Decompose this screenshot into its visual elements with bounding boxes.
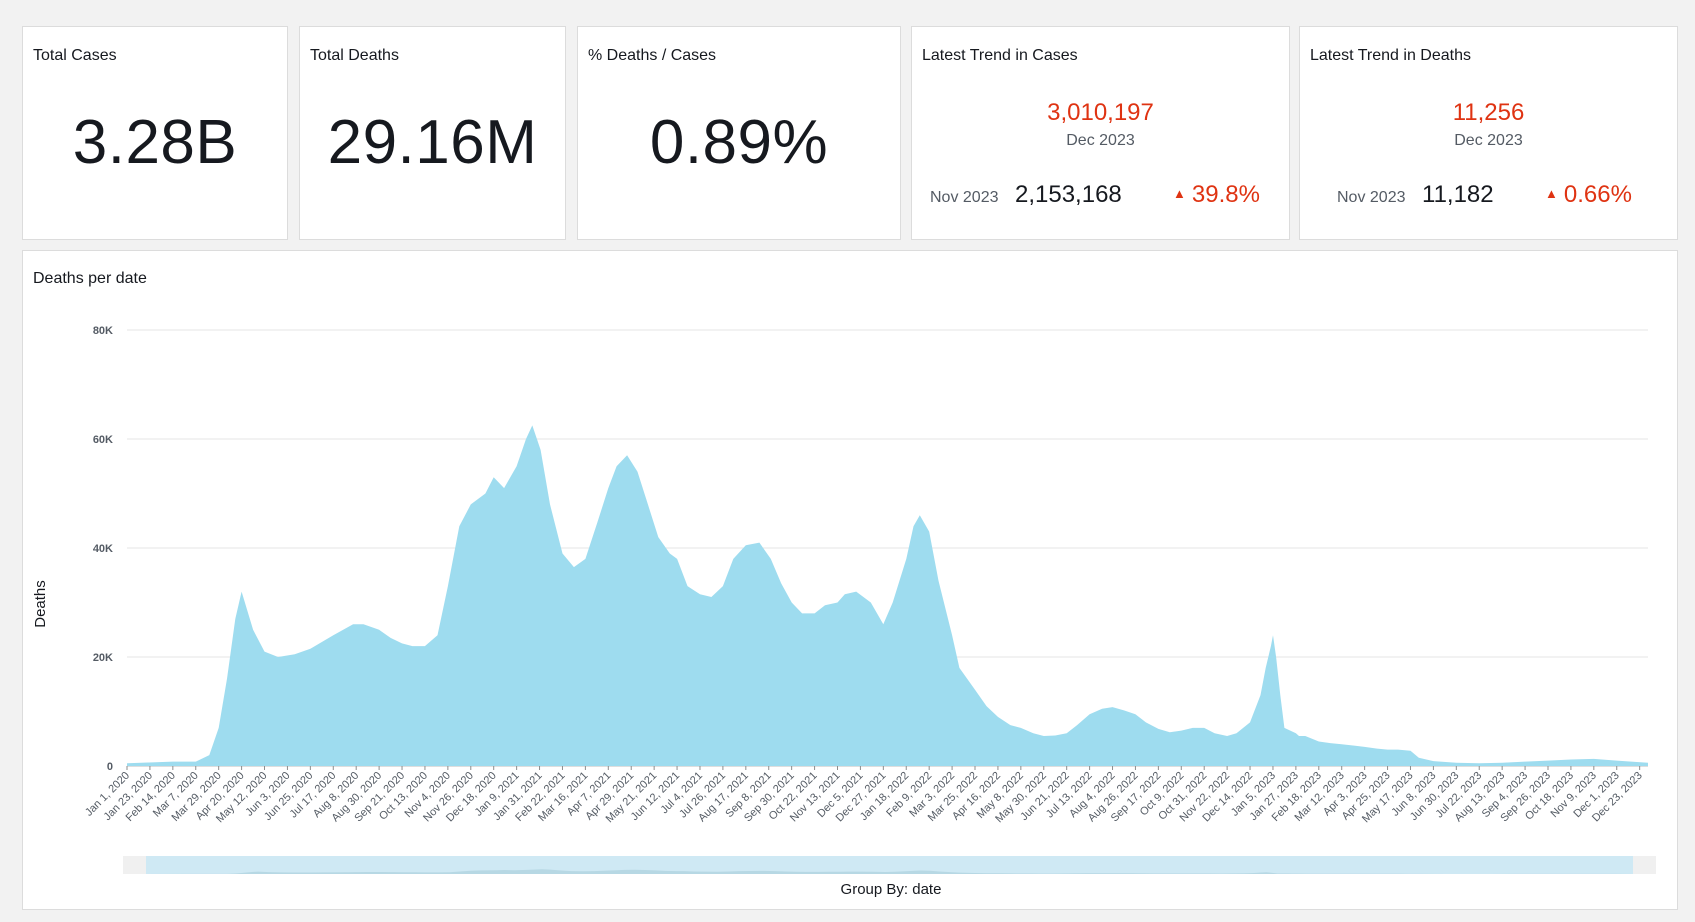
deaths-chart-card: Deaths per date 0 20K 40K 60K 80K Jan 1, 202… xyxy=(22,250,1678,910)
kpi-value: 0.89% xyxy=(649,108,829,177)
comparison-row: Nov 2023 11,182 ▲ 0.66% xyxy=(1300,179,1677,209)
y-tick-label: 20K xyxy=(93,652,113,664)
range-brush-selection[interactable] xyxy=(146,856,1633,874)
previous-value: 2,153,168 xyxy=(1015,181,1122,208)
change-indicator: ▲ 0.66% xyxy=(1545,181,1632,209)
previous-period: Nov 2023 xyxy=(930,189,999,206)
kpi-value: 29.16M xyxy=(327,108,538,177)
current-value: 3,010,197 xyxy=(1047,99,1154,126)
y-tick-label: 0 xyxy=(107,761,113,773)
y-axis-title: Deaths xyxy=(32,580,49,628)
card-title: Total Cases xyxy=(33,47,117,64)
card-title: % Deaths / Cases xyxy=(588,47,717,64)
current-period: Dec 2023 xyxy=(1454,132,1523,149)
card-title: Total Deaths xyxy=(310,47,399,64)
current-period: Dec 2023 xyxy=(1066,132,1135,149)
triangle-up-icon: ▲ xyxy=(1545,186,1558,201)
y-tick-label: 60K xyxy=(93,434,113,446)
current-value: 11,256 xyxy=(1452,99,1525,126)
comparison-row: Nov 2023 2,153,168 ▲ 39.8% xyxy=(912,179,1289,209)
previous-period: Nov 2023 xyxy=(1337,189,1406,206)
total-cases-card: Total Cases 3.28B xyxy=(22,26,288,240)
triangle-up-icon: ▲ xyxy=(1173,186,1186,201)
trend-deaths-card: Latest Trend in Deaths 11,256 Dec 2023 N… xyxy=(1299,26,1678,240)
deaths-area-series[interactable] xyxy=(127,425,1648,766)
previous-value: 11,182 xyxy=(1422,181,1494,208)
change-value: 0.66% xyxy=(1563,181,1632,208)
trend-cases-card: Latest Trend in Cases 3,010,197 Dec 2023… xyxy=(911,26,1290,240)
group-by-label: Group By: date xyxy=(841,881,942,898)
pct-deaths-card: % Deaths / Cases 0.89% xyxy=(577,26,901,240)
y-tick-label: 40K xyxy=(93,543,113,555)
card-title: Latest Trend in Deaths xyxy=(1310,47,1471,64)
chart-title: Deaths per date xyxy=(33,270,147,287)
card-title: Latest Trend in Cases xyxy=(922,47,1078,64)
change-value: 39.8% xyxy=(1191,181,1260,208)
change-indicator: ▲ 39.8% xyxy=(1173,181,1260,209)
y-tick-label: 80K xyxy=(93,325,113,337)
total-deaths-card: Total Deaths 29.16M xyxy=(299,26,566,240)
kpi-value: 3.28B xyxy=(72,108,238,177)
range-brush-preview xyxy=(146,869,1633,874)
